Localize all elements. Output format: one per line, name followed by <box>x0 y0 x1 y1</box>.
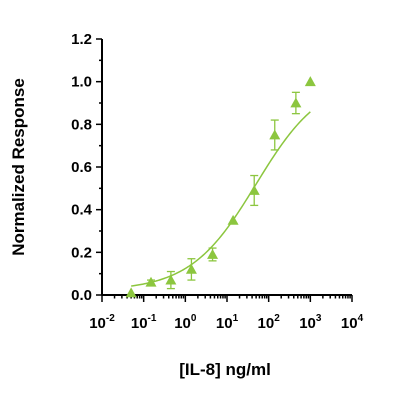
y-tick-label: 0.6 <box>71 159 92 176</box>
y-tick-label: 0.4 <box>71 202 93 219</box>
data-point <box>227 214 239 225</box>
y-axis-label: Normalized Response <box>9 78 28 256</box>
axes <box>101 39 352 296</box>
y-tick-label: 0.2 <box>71 244 92 261</box>
x-tick-label: 102 <box>258 313 281 332</box>
data-point <box>290 97 302 108</box>
y-ticks: 0.0 0.2 0.4 0.6 0.8 1.0 1.2 <box>71 31 102 304</box>
data-point <box>269 129 281 140</box>
x-tick-label: 103 <box>299 313 322 332</box>
data-point <box>185 263 197 274</box>
data-point <box>125 287 137 298</box>
y-tick-label: 0.8 <box>71 116 92 133</box>
x-tick-label: 10-1 <box>131 313 157 332</box>
x-tick-label: 104 <box>341 313 364 332</box>
data-point <box>304 76 316 87</box>
x-tick-label: 10-2 <box>89 313 115 332</box>
fit-curve <box>131 111 311 287</box>
y-tick-label: 0.0 <box>71 287 92 304</box>
x-tick-label: 100 <box>174 313 197 332</box>
plot-area <box>125 76 316 298</box>
x-ticks: 10-2 10-1 100 101 102 103 104 <box>89 295 364 332</box>
y-tick-label: 1.0 <box>71 74 92 91</box>
data-point <box>165 274 177 285</box>
data-point <box>207 248 219 259</box>
y-tick-label: 1.2 <box>71 31 92 48</box>
x-tick-label: 101 <box>216 313 239 332</box>
data-point <box>145 276 157 287</box>
x-axis-label: [IL-8] ng/ml <box>179 360 271 379</box>
data-point <box>248 184 260 195</box>
